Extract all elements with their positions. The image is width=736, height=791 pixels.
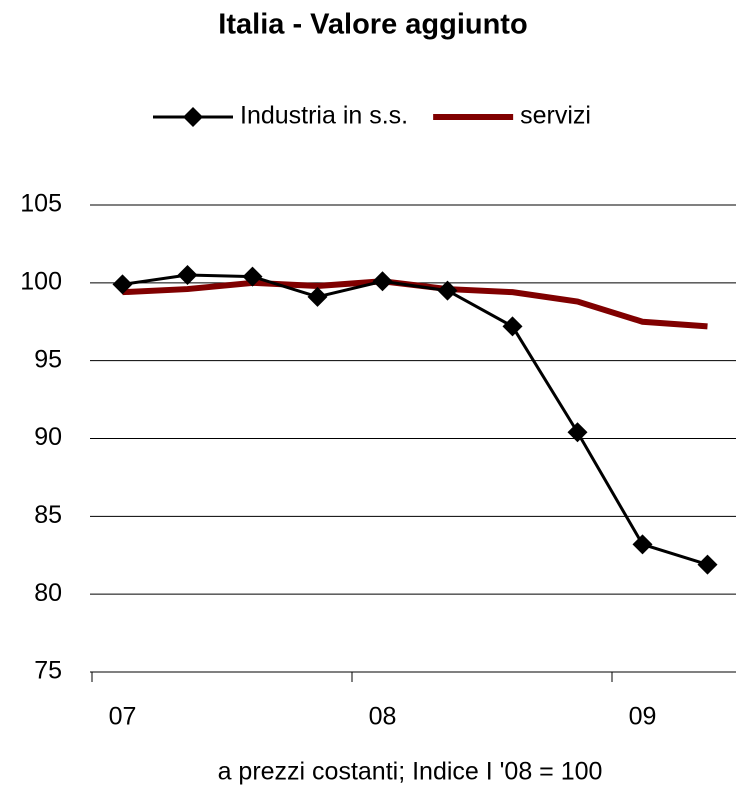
y-tick-label: 105 [20,190,62,218]
legend-marker [183,107,203,127]
marker [307,286,328,307]
x-tick-label: 08 [369,703,397,731]
marker [437,280,458,301]
marker [632,534,653,555]
x-axis-label: a prezzi costanti; Indice I '08 = 100 [218,758,603,786]
y-tick-label: 75 [34,657,62,685]
y-tick-label: 85 [34,501,62,529]
marker [697,554,718,575]
y-tick-label: 90 [34,423,62,451]
marker [177,265,198,286]
line-series [122,273,708,567]
marker [112,274,133,295]
chart-title: Italia - Valore aggiunto [218,9,527,41]
legend-label: Industria in s.s. [240,102,408,130]
line-series [122,278,708,330]
legend-label: servizi [520,102,591,130]
y-tick-label: 80 [34,579,62,607]
x-tick-label: 07 [109,703,137,731]
marker [502,316,523,337]
y-tick-label: 95 [34,345,62,373]
x-tick-label: 09 [629,703,657,731]
marker [242,266,263,287]
y-tick-label: 100 [20,267,62,295]
marker [372,271,393,292]
marker [567,422,588,443]
